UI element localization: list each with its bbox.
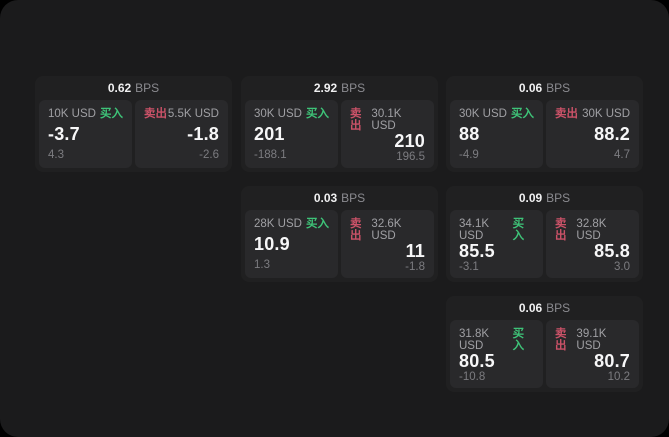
bps-value: 0.03 — [313, 191, 338, 205]
bps-value: 2.92 — [313, 81, 338, 95]
sell-label: 卖出 — [350, 218, 362, 242]
sell-tile[interactable]: 卖出 5.5K USD -1.8 -2.6 — [135, 100, 228, 168]
sell-price: 210 — [394, 131, 425, 151]
buy-price: 10.9 — [254, 234, 290, 254]
buy-label: 买入 — [306, 218, 329, 230]
buy-label: 买入 — [306, 108, 329, 120]
buy-tile[interactable]: 30K USD 买入 201 -188.1 — [245, 100, 338, 168]
sell-label: 卖出 — [555, 218, 567, 242]
buy-change: 4.3 — [48, 149, 64, 161]
buy-tile[interactable]: 31.8K USD 买入 80.5 -10.8 — [450, 320, 543, 388]
buy-change: -4.9 — [459, 149, 479, 161]
sell-tile[interactable]: 卖出 30K USD 88.2 4.7 — [546, 100, 639, 168]
bps-unit-label: BPS — [546, 301, 571, 315]
bps-unit-label: BPS — [546, 81, 571, 95]
buy-notional: 31.8K USD — [459, 328, 490, 352]
buy-notional: 28K USD — [254, 218, 302, 230]
bps-value: 0.06 — [518, 81, 543, 95]
sell-price: 88.2 — [594, 124, 630, 144]
bps-header: 0.06 BPS — [446, 76, 643, 100]
sell-tile[interactable]: 卖出 32.6K USD 11 -1.8 — [341, 210, 434, 278]
sell-change: 3.0 — [614, 261, 630, 273]
buy-price: 88 — [459, 124, 480, 144]
buy-price: -3.7 — [48, 124, 80, 144]
buy-change: -10.8 — [459, 371, 486, 383]
bps-header: 0.03 BPS — [241, 186, 438, 210]
quote-card: 2.92 BPS 30K USD 买入 201 -188.1 卖出 30.1K … — [241, 76, 438, 172]
buy-label: 买入 — [512, 218, 525, 242]
bps-header: 0.06 BPS — [446, 296, 643, 320]
sell-change: -2.6 — [199, 149, 219, 161]
sell-tile[interactable]: 卖出 30.1K USD 210 196.5 — [341, 100, 434, 168]
bps-unit-label: BPS — [341, 191, 366, 205]
sell-tile[interactable]: 卖出 39.1K USD 80.7 10.2 — [546, 320, 639, 388]
bps-unit-label: BPS — [341, 81, 366, 95]
bps-unit-label: BPS — [135, 81, 160, 95]
buy-notional: 34.1K USD — [459, 218, 490, 242]
bps-value: 0.06 — [518, 301, 543, 315]
buy-change: -188.1 — [254, 149, 287, 161]
buy-price: 201 — [254, 124, 285, 144]
buy-label: 买入 — [511, 108, 534, 120]
quote-card: 0.09 BPS 34.1K USD 买入 85.5 -3.1 卖出 32.8K… — [446, 186, 643, 282]
buy-tile[interactable]: 30K USD 买入 88 -4.9 — [450, 100, 543, 168]
sell-label: 卖出 — [350, 108, 362, 132]
buy-change: 1.3 — [254, 259, 270, 271]
buy-price: 85.5 — [459, 241, 495, 261]
sell-notional: 39.1K USD — [576, 328, 607, 352]
sell-label: 卖出 — [555, 108, 578, 120]
buy-price: 80.5 — [459, 351, 495, 371]
quote-card: 0.06 BPS 30K USD 买入 88 -4.9 卖出 30K USD 8… — [446, 76, 643, 172]
quote-card: 0.03 BPS 28K USD 买入 10.9 1.3 卖出 32.6K US… — [241, 186, 438, 282]
sell-price: 85.8 — [594, 241, 630, 261]
bps-unit-label: BPS — [546, 191, 571, 205]
sell-change: -1.8 — [405, 261, 425, 273]
sell-change: 10.2 — [607, 371, 630, 383]
sell-notional: 32.6K USD — [371, 218, 402, 242]
buy-notional: 10K USD — [48, 108, 96, 120]
sell-notional: 30K USD — [582, 108, 630, 120]
buy-label: 买入 — [512, 328, 525, 352]
sell-label: 卖出 — [555, 328, 567, 352]
sell-notional: 30.1K USD — [371, 108, 402, 132]
buy-tile[interactable]: 34.1K USD 买入 85.5 -3.1 — [450, 210, 543, 278]
bps-header: 0.62 BPS — [35, 76, 232, 100]
buy-label: 买入 — [100, 108, 123, 120]
sell-notional: 32.8K USD — [576, 218, 607, 242]
sell-price: -1.8 — [187, 124, 219, 144]
quote-card: 0.06 BPS 31.8K USD 买入 80.5 -10.8 卖出 39.1… — [446, 296, 643, 392]
buy-tile[interactable]: 10K USD 买入 -3.7 4.3 — [39, 100, 132, 168]
buy-change: -3.1 — [459, 261, 479, 273]
bps-value: 0.62 — [107, 81, 132, 95]
sell-change: 4.7 — [614, 149, 630, 161]
sell-price: 80.7 — [594, 351, 630, 371]
buy-notional: 30K USD — [459, 108, 507, 120]
buy-notional: 30K USD — [254, 108, 302, 120]
sell-price: 11 — [405, 241, 425, 261]
sell-change: 196.5 — [396, 151, 425, 163]
bps-header: 0.09 BPS — [446, 186, 643, 210]
sell-notional: 5.5K USD — [167, 108, 219, 120]
sell-label: 卖出 — [144, 108, 167, 120]
bps-header: 2.92 BPS — [241, 76, 438, 100]
bps-value: 0.09 — [518, 191, 543, 205]
sell-tile[interactable]: 卖出 32.8K USD 85.8 3.0 — [546, 210, 639, 278]
buy-tile[interactable]: 28K USD 买入 10.9 1.3 — [245, 210, 338, 278]
quote-card: 0.62 BPS 10K USD 买入 -3.7 4.3 卖出 5.5K USD… — [35, 76, 232, 172]
